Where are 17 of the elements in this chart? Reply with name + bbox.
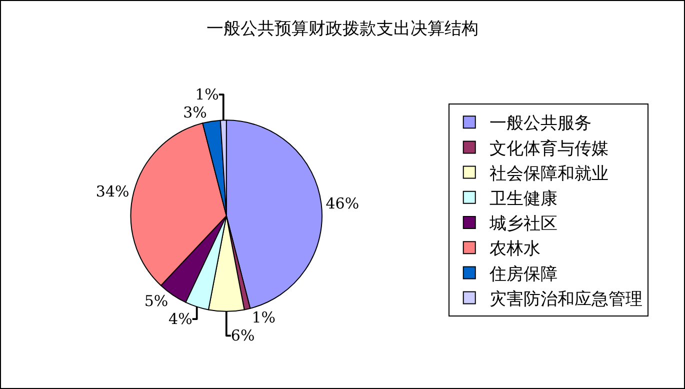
legend-label: 一般公共服务 (489, 114, 592, 134)
data-label: 46% (326, 194, 360, 213)
data-label: 34% (96, 182, 130, 200)
legend-label: 卫生健康 (489, 189, 558, 210)
data-label: 1% (195, 86, 219, 104)
legend-label: 住房保障 (488, 264, 558, 284)
data-label: 1% (252, 308, 276, 327)
legend-label: 社会保障和就业 (489, 164, 608, 184)
legend-label: 文化体育与传媒 (489, 138, 608, 159)
data-label: 4% (168, 310, 192, 328)
legend-label: 灾害防治和应急管理 (489, 289, 642, 310)
legend-label: 农林水 (489, 239, 540, 260)
data-label: 5% (144, 292, 168, 310)
legend-label: 城乡社区 (488, 214, 558, 234)
data-label: 6% (230, 326, 255, 345)
chart-title: 一般公共预算财政拨款支出决算结构 (206, 19, 478, 40)
data-label: 3% (183, 104, 207, 122)
